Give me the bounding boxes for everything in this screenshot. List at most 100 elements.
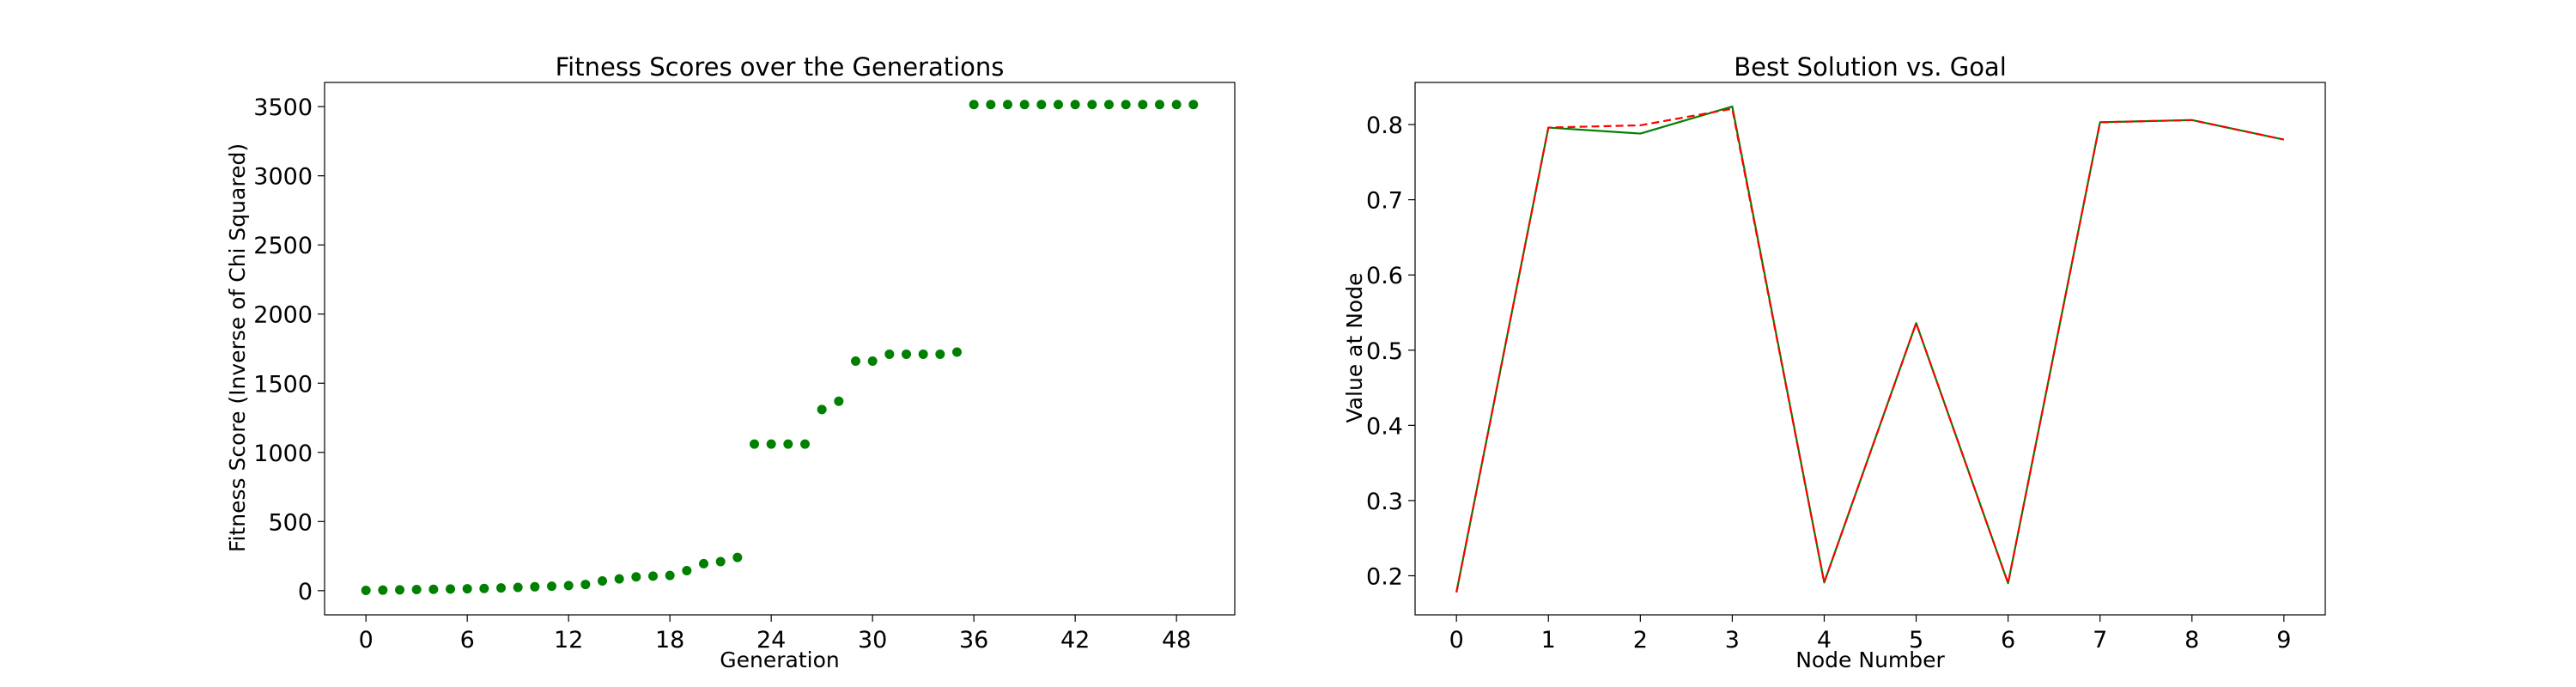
fitness-point [428, 584, 439, 594]
y-tick-label: 3000 [253, 164, 313, 191]
x-tick-label: 3 [1725, 627, 1740, 654]
fitness-point [715, 556, 726, 567]
fitness-point [1019, 100, 1030, 110]
best-solution-chart-lines [1455, 105, 2285, 593]
x-tick-label: 4 [1817, 627, 1832, 654]
fitness-point [631, 572, 641, 582]
fitness-point [1036, 100, 1047, 110]
x-tick-label: 6 [2001, 627, 2015, 654]
fitness-point [1002, 100, 1012, 110]
fitness-point [969, 100, 979, 110]
y-tick-label: 0 [298, 579, 313, 605]
fitness-point [446, 584, 456, 594]
fitness-point [648, 571, 659, 581]
x-tick-label: 2 [1633, 627, 1648, 654]
best-solution-chart-frame [1414, 82, 2326, 616]
fitness-point [817, 404, 827, 415]
best-solution-chart-title: Best Solution vs. Goal [1734, 52, 2007, 82]
fitness-chart-y-axis-label: Fitness Score (Inverse of Chi Squared) [225, 143, 250, 552]
x-tick-label: 30 [858, 627, 887, 654]
y-tick-label: 0.8 [1366, 112, 1403, 139]
x-tick-label: 6 [460, 627, 475, 654]
fitness-point [682, 565, 692, 575]
x-tick-label: 36 [959, 627, 988, 654]
y-tick-label: 1500 [253, 371, 313, 398]
fitness-point [935, 349, 945, 359]
y-tick-label: 0.2 [1366, 563, 1403, 590]
fitness-point [783, 439, 793, 449]
y-tick-label: 1000 [253, 441, 313, 467]
y-tick-label: 0.7 [1366, 188, 1403, 215]
fitness-point [530, 581, 540, 592]
y-tick-label: 2000 [253, 302, 313, 329]
fitness-point [496, 583, 507, 593]
x-tick-label: 0 [359, 627, 374, 654]
x-tick-label: 12 [554, 627, 583, 654]
fitness-point [732, 552, 743, 562]
fitness-point [411, 585, 422, 595]
fitness-point [867, 356, 878, 366]
fitness-point [766, 439, 776, 449]
fitness-chart: Fitness Scores over the Generations Gene… [225, 52, 1236, 672]
x-tick-label: 7 [2093, 627, 2107, 654]
y-tick-label: 500 [268, 509, 313, 536]
fitness-point [1138, 100, 1148, 110]
fitness-point [1171, 100, 1182, 110]
fitness-point [1053, 100, 1063, 110]
fitness-point [834, 396, 844, 406]
best-solution-chart-ticks: 0 1 2 3 4 5 6 7 8 9 0.2 0.3 0.4 0.5 0.6 0.7 0.8 [1366, 112, 2291, 654]
fitness-point [884, 349, 895, 359]
fitness-point [918, 349, 928, 359]
fitness-point [395, 585, 405, 595]
fitness-point [665, 570, 675, 581]
y-tick-label: 0.6 [1366, 263, 1403, 289]
fitness-point [986, 100, 996, 110]
x-tick-label: 0 [1449, 627, 1464, 654]
fitness-point [1188, 100, 1199, 110]
fitness-point [580, 580, 591, 590]
x-tick-label: 5 [1909, 627, 1923, 654]
fitness-point [479, 583, 489, 593]
fitness-point [1121, 100, 1131, 110]
y-tick-label: 0.4 [1366, 413, 1403, 440]
fitness-point [378, 585, 388, 595]
fitness-point [699, 558, 709, 568]
x-tick-label: 9 [2276, 627, 2291, 654]
fitness-point [361, 585, 371, 595]
fitness-point [1154, 100, 1164, 110]
y-tick-label: 3500 [253, 94, 313, 121]
fitness-chart-ticks: 0 6 12 18 24 30 36 42 48 0 500 1000 1500 2000 2500 3000… [253, 94, 1191, 654]
fitness-point [563, 581, 574, 591]
fitness-point [547, 581, 557, 592]
fitness-chart-frame [324, 82, 1236, 616]
y-tick-label: 0.3 [1366, 489, 1403, 515]
fitness-point [750, 439, 760, 449]
fitness-point [901, 349, 911, 359]
x-tick-label: 24 [756, 627, 786, 654]
fitness-point [614, 574, 624, 584]
fitness-point [1087, 100, 1097, 110]
x-tick-label: 1 [1541, 627, 1556, 654]
fitness-point [513, 582, 523, 593]
best-solution-chart-x-axis-label: Node Number [1795, 647, 1945, 672]
y-tick-label: 0.5 [1366, 338, 1403, 365]
best-solution-chart-y-axis-label: Value at Node [1342, 273, 1367, 423]
goal-line [1455, 107, 2285, 593]
fitness-chart-x-axis-label: Generation [720, 647, 839, 672]
fitness-point [1070, 100, 1080, 110]
x-tick-label: 18 [655, 627, 684, 654]
best-solution-chart: Best Solution vs. Goal Node Number Value… [1342, 52, 2326, 672]
fitness-chart-points [361, 100, 1199, 595]
fitness-point [462, 584, 472, 594]
fitness-point [850, 356, 860, 366]
fitness-point [1103, 100, 1114, 110]
y-tick-label: 2500 [253, 233, 313, 259]
x-tick-label: 8 [2184, 627, 2199, 654]
fitness-point [951, 347, 962, 357]
fitness-point [799, 439, 810, 449]
fitness-point [598, 576, 608, 587]
x-tick-label: 42 [1060, 627, 1090, 654]
x-tick-label: 48 [1162, 627, 1191, 654]
